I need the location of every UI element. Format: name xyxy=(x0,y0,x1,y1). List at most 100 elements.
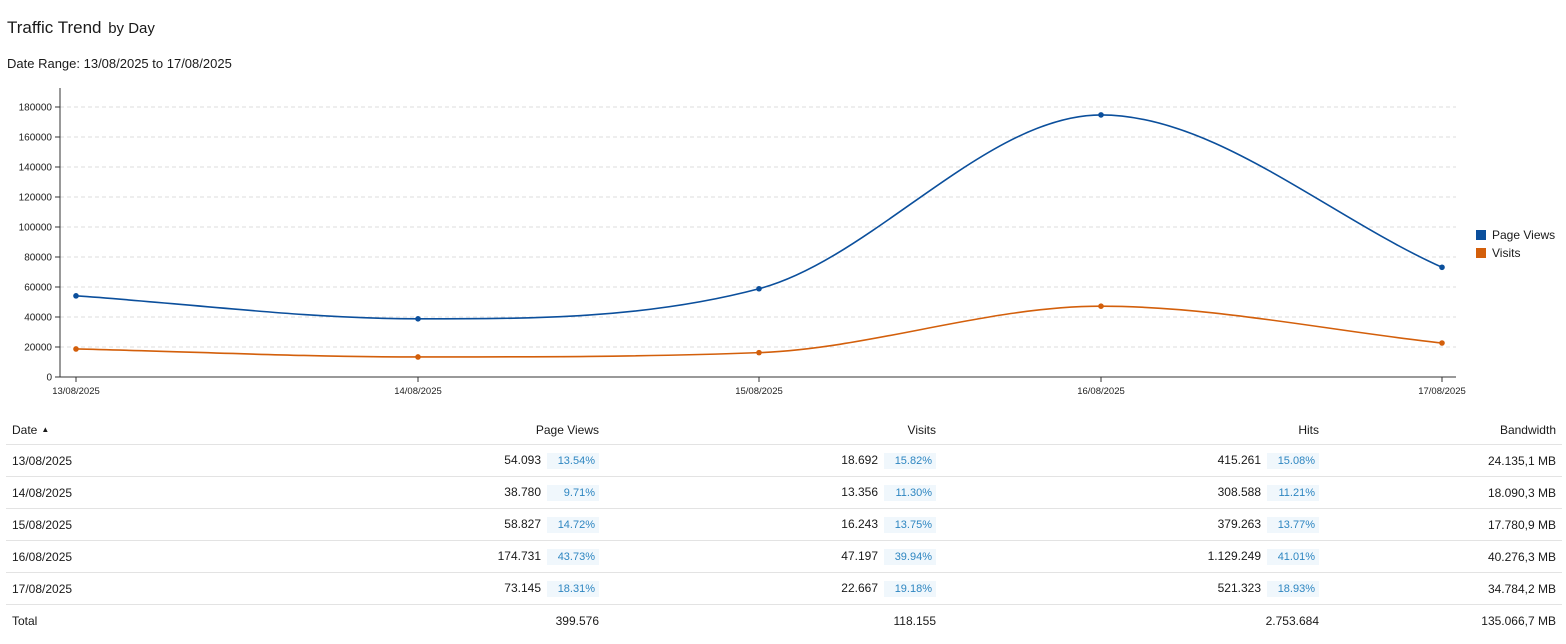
table-row[interactable]: 13/08/2025 54.093 13.54% 18.692 15.82% 415.26… xyxy=(6,444,1562,477)
value-page-views: 38.780 xyxy=(504,484,541,499)
table-row[interactable]: 16/08/2025 174.731 43.73% 47.197 39.94% 1.129… xyxy=(6,540,1562,573)
cell-hits: 521.323 18.93% xyxy=(942,572,1325,605)
value-visits: 18.692 xyxy=(841,452,878,467)
date-range-label: Date Range: 13/08/2025 to 17/08/2025 xyxy=(7,56,232,71)
cell-bandwidth: 40.276,3 MB xyxy=(1325,540,1562,573)
data-point-visits xyxy=(1098,303,1104,310)
cell-bandwidth: 34.784,2 MB xyxy=(1325,572,1562,605)
total-visits: 118.155 xyxy=(893,613,937,628)
table-total-row: Total 399.576 118.155 2.753.684 135.066,7 MB xyxy=(6,605,1562,637)
percent-badge-page-views: 14.72% xyxy=(547,516,599,533)
table-row[interactable]: 17/08/2025 73.145 18.31% 22.667 19.18% 521.32… xyxy=(6,572,1562,605)
total-label: Total xyxy=(12,613,38,628)
percent-badge-page-views: 13.54% xyxy=(547,452,599,469)
series-line-page-views xyxy=(75,114,1443,320)
column-header-bandwidth[interactable]: Bandwidth xyxy=(1325,416,1562,445)
data-point-page-views xyxy=(415,316,421,322)
cell-date: 14/08/2025 xyxy=(6,476,318,509)
x-tick-label: 14/08/2025 xyxy=(394,386,442,397)
table-header-row: Date ▲ Page Views Visits Hits Bandwidth xyxy=(6,416,1562,445)
column-header-page-views[interactable]: Page Views xyxy=(318,416,605,445)
value-page-views: 73.145 xyxy=(504,580,541,595)
percent-badge-visits: 11.30% xyxy=(884,484,936,501)
value-visits: 47.197 xyxy=(841,548,878,563)
cell-visits: 47.197 39.94% xyxy=(605,540,942,573)
cell-date: 15/08/2025 xyxy=(6,508,318,541)
value-page-views: 54.093 xyxy=(504,452,541,467)
cell-page-views: 54.093 13.54% xyxy=(318,444,605,477)
cell-hits: 308.588 11.21% xyxy=(942,476,1325,509)
cell-page-views: 58.827 14.72% xyxy=(318,508,605,541)
data-point-page-views xyxy=(1098,112,1104,118)
column-header-date[interactable]: Date ▲ xyxy=(6,416,318,445)
legend-swatch-visits xyxy=(1476,248,1486,258)
value-hits: 308.588 xyxy=(1217,484,1261,499)
data-point-page-views xyxy=(756,285,762,292)
total-hits: 2.753.684 xyxy=(1265,613,1319,628)
legend-swatch-page-views xyxy=(1476,230,1486,240)
percent-badge-visits: 19.18% xyxy=(884,580,936,597)
x-tick-label: 17/08/2025 xyxy=(1418,386,1466,397)
title-main: Traffic Trend xyxy=(7,18,102,37)
page-title: Traffic Trend by Day xyxy=(7,18,155,38)
value-hits: 379.263 xyxy=(1217,516,1261,531)
cell-page-views: 38.780 9.71% xyxy=(318,476,605,509)
data-point-visits xyxy=(73,346,79,352)
percent-badge-visits: 39.94% xyxy=(884,548,936,565)
data-point-visits xyxy=(756,349,762,356)
cell-visits: 13.356 11.30% xyxy=(605,476,942,509)
percent-badge-page-views: 9.71% xyxy=(547,484,599,501)
column-header-visits[interactable]: Visits xyxy=(605,416,942,445)
y-tick-label: 140000 xyxy=(19,163,53,174)
cell-visits: 16.243 13.75% xyxy=(605,508,942,541)
cell-page-views: 73.145 18.31% xyxy=(318,572,605,605)
cell-bandwidth: 24.135,1 MB xyxy=(1325,444,1562,477)
percent-badge-hits: 41.01% xyxy=(1267,548,1319,565)
cell-bandwidth: 18.090,3 MB xyxy=(1325,476,1562,509)
percent-badge-visits: 15.82% xyxy=(884,452,936,469)
cell-page-views: 174.731 43.73% xyxy=(318,540,605,573)
y-tick-label: 80000 xyxy=(24,253,52,264)
value-hits: 1.129.249 xyxy=(1207,548,1261,563)
value-visits: 16.243 xyxy=(841,516,878,531)
table-row[interactable]: 14/08/2025 38.780 9.71% 13.356 11.30% 308.588… xyxy=(6,476,1562,509)
table-row[interactable]: 15/08/2025 58.827 14.72% 16.243 13.75% 379.26… xyxy=(6,508,1562,541)
y-tick-label: 60000 xyxy=(24,283,52,294)
sort-ascending-icon: ▲ xyxy=(41,425,50,434)
title-suffix: by Day xyxy=(108,20,155,37)
total-bandwidth: 135.066,7 MB xyxy=(1481,613,1556,628)
legend-item-visits[interactable]: Visits xyxy=(1476,244,1555,262)
y-tick-label: 160000 xyxy=(19,133,53,144)
column-header-hits[interactable]: Hits xyxy=(942,416,1325,445)
x-tick-label: 13/08/2025 xyxy=(52,386,100,397)
value-page-views: 174.731 xyxy=(497,548,541,563)
traffic-trend-chart: 0 20000 40000 60000 80000 100000 120000 140000 1… xyxy=(19,88,1466,397)
percent-badge-hits: 11.21% xyxy=(1267,484,1319,501)
value-visits: 22.667 xyxy=(841,580,878,595)
cell-hits: 415.261 15.08% xyxy=(942,444,1325,477)
y-tick-label: 20000 xyxy=(24,343,52,354)
value-hits: 415.261 xyxy=(1217,452,1261,467)
y-tick-label: 180000 xyxy=(19,103,53,114)
percent-badge-page-views: 18.31% xyxy=(547,580,599,597)
percent-badge-page-views: 43.73% xyxy=(547,548,599,565)
cell-visits: 18.692 15.82% xyxy=(605,444,942,477)
cell-hits: 1.129.249 41.01% xyxy=(942,540,1325,573)
x-tick-label: 15/08/2025 xyxy=(735,386,783,397)
chart-legend: Page Views Visits xyxy=(1476,226,1555,262)
cell-date: 13/08/2025 xyxy=(6,444,318,477)
cell-date: 16/08/2025 xyxy=(6,540,318,573)
cell-visits: 22.667 19.18% xyxy=(605,572,942,605)
cell-bandwidth: 17.780,9 MB xyxy=(1325,508,1562,541)
cell-hits: 379.263 13.77% xyxy=(942,508,1325,541)
data-point-visits xyxy=(415,354,421,360)
data-point-visits xyxy=(1439,340,1445,346)
value-page-views: 58.827 xyxy=(504,516,541,531)
percent-badge-hits: 13.77% xyxy=(1267,516,1319,533)
y-tick-label: 120000 xyxy=(19,193,53,204)
percent-badge-hits: 18.93% xyxy=(1267,580,1319,597)
legend-item-page-views[interactable]: Page Views xyxy=(1476,226,1555,244)
value-visits: 13.356 xyxy=(841,484,878,499)
series-line-visits xyxy=(75,305,1443,358)
percent-badge-hits: 15.08% xyxy=(1267,452,1319,469)
